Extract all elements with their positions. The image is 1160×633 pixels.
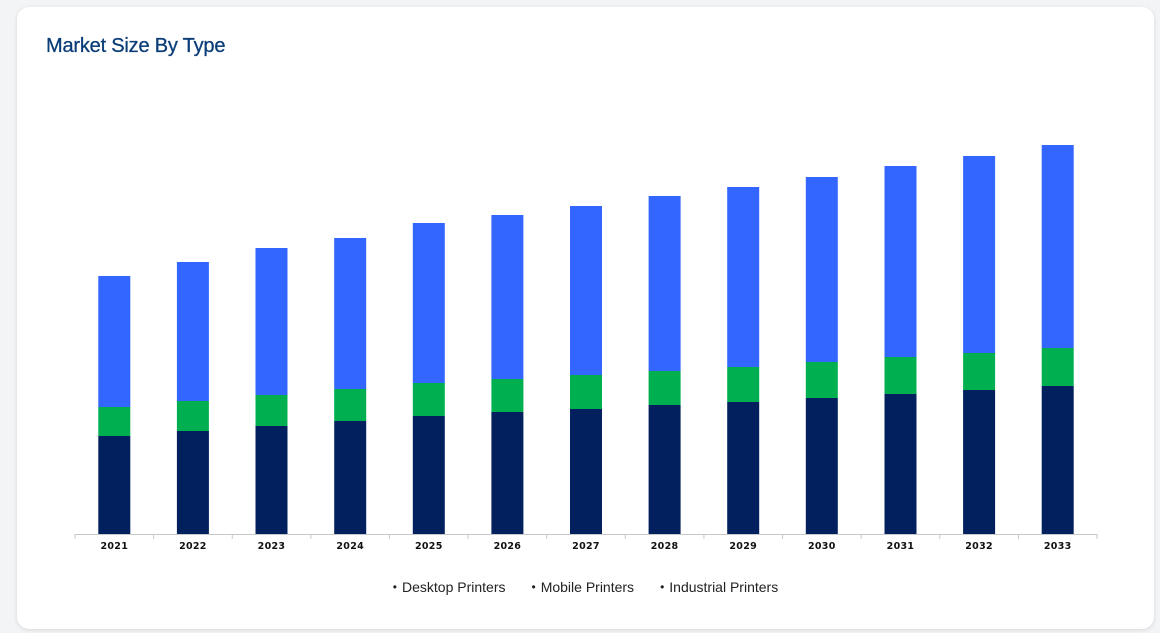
bar-industrial-printers-2029[interactable] bbox=[727, 187, 760, 367]
x-tick-label-2024: 2024 bbox=[336, 541, 364, 552]
legend-item-industrial-printers[interactable]: • Industrial Printers bbox=[660, 579, 778, 595]
bar-desktop-printers-2031[interactable] bbox=[884, 394, 917, 534]
chart-legend: • Desktop Printers • Mobile Printers • I… bbox=[17, 579, 1154, 595]
x-tick-label-2030: 2030 bbox=[808, 541, 836, 552]
bar-desktop-printers-2033[interactable] bbox=[1041, 386, 1074, 534]
x-tick-label-2023: 2023 bbox=[258, 541, 286, 552]
bar-mobile-printers-2029[interactable] bbox=[727, 367, 760, 402]
bar-mobile-printers-2021[interactable] bbox=[98, 407, 131, 436]
bar-desktop-printers-2021[interactable] bbox=[98, 436, 131, 534]
bar-mobile-printers-2030[interactable] bbox=[805, 362, 838, 398]
bar-industrial-printers-2028[interactable] bbox=[648, 196, 681, 371]
bar-industrial-printers-2024[interactable] bbox=[334, 238, 367, 389]
x-axis-ticks bbox=[74, 534, 1098, 539]
bar-industrial-printers-2026[interactable] bbox=[491, 215, 524, 379]
legend-item-mobile-printers[interactable]: • Mobile Printers bbox=[531, 579, 634, 595]
x-tick-label-2021: 2021 bbox=[100, 541, 128, 552]
legend-label: Industrial Printers bbox=[669, 579, 779, 595]
bar-mobile-printers-2022[interactable] bbox=[176, 401, 209, 431]
x-tick-label-2027: 2027 bbox=[572, 541, 600, 552]
x-tick-label-2022: 2022 bbox=[179, 541, 207, 552]
legend-bullet-icon: • bbox=[660, 580, 665, 594]
bar-industrial-printers-2023[interactable] bbox=[255, 248, 288, 395]
legend-label: Desktop Printers bbox=[402, 579, 506, 595]
bar-industrial-printers-2031[interactable] bbox=[884, 166, 917, 357]
bar-mobile-printers-2025[interactable] bbox=[412, 383, 445, 416]
bar-desktop-printers-2030[interactable] bbox=[805, 398, 838, 534]
bar-desktop-printers-2023[interactable] bbox=[255, 426, 288, 534]
bar-industrial-printers-2032[interactable] bbox=[963, 156, 996, 353]
bar-mobile-printers-2032[interactable] bbox=[963, 353, 996, 390]
chart-card: Market Size By Type 2021 2022 2023 2024 2025… bbox=[17, 7, 1154, 629]
bar-industrial-printers-2030[interactable] bbox=[805, 177, 838, 362]
bar-desktop-printers-2025[interactable] bbox=[412, 416, 445, 534]
x-axis-labels: 2021 2022 2023 2024 2025 2026 2027 2028 2029 2030… bbox=[100, 541, 1071, 552]
legend-bullet-icon: • bbox=[392, 580, 397, 594]
bar-industrial-printers-2027[interactable] bbox=[570, 206, 602, 375]
bar-desktop-printers-2027[interactable] bbox=[570, 409, 602, 534]
bar-desktop-printers-2026[interactable] bbox=[491, 412, 524, 534]
bar-mobile-printers-2027[interactable] bbox=[570, 375, 602, 409]
bar-industrial-printers-2022[interactable] bbox=[176, 262, 209, 401]
x-tick-label-2025: 2025 bbox=[415, 541, 443, 552]
stacked-bar-chart: 2021 2022 2023 2024 2025 2026 2027 2028 2029 2030… bbox=[74, 145, 1098, 552]
bar-desktop-printers-2022[interactable] bbox=[176, 431, 209, 534]
legend-item-desktop-printers[interactable]: • Desktop Printers bbox=[393, 579, 506, 595]
bar-mobile-printers-2023[interactable] bbox=[255, 395, 288, 426]
bar-industrial-printers-2025[interactable] bbox=[412, 223, 445, 383]
chart-title: Market Size By Type bbox=[46, 35, 226, 57]
bar-desktop-printers-2032[interactable] bbox=[963, 390, 996, 534]
x-tick-label-2032: 2032 bbox=[965, 541, 993, 552]
bar-mobile-printers-2026[interactable] bbox=[491, 379, 524, 412]
bar-mobile-printers-2033[interactable] bbox=[1041, 348, 1074, 386]
x-tick-label-2028: 2028 bbox=[651, 541, 679, 552]
bar-desktop-printers-2024[interactable] bbox=[334, 421, 367, 534]
bar-mobile-printers-2031[interactable] bbox=[884, 357, 917, 394]
x-tick-label-2029: 2029 bbox=[729, 541, 757, 552]
legend-label: Mobile Printers bbox=[540, 579, 635, 595]
bar-mobile-printers-2024[interactable] bbox=[334, 389, 367, 421]
x-tick-label-2033: 2033 bbox=[1044, 541, 1072, 552]
bars-group bbox=[98, 145, 1074, 534]
legend-bullet-icon: • bbox=[531, 580, 536, 594]
x-tick-label-2026: 2026 bbox=[494, 541, 522, 552]
bar-desktop-printers-2029[interactable] bbox=[727, 402, 760, 534]
bar-industrial-printers-2021[interactable] bbox=[98, 276, 131, 407]
bar-industrial-printers-2033[interactable] bbox=[1041, 145, 1074, 348]
bar-desktop-printers-2028[interactable] bbox=[648, 405, 681, 534]
x-tick-label-2031: 2031 bbox=[887, 541, 915, 552]
bar-mobile-printers-2028[interactable] bbox=[648, 371, 681, 405]
